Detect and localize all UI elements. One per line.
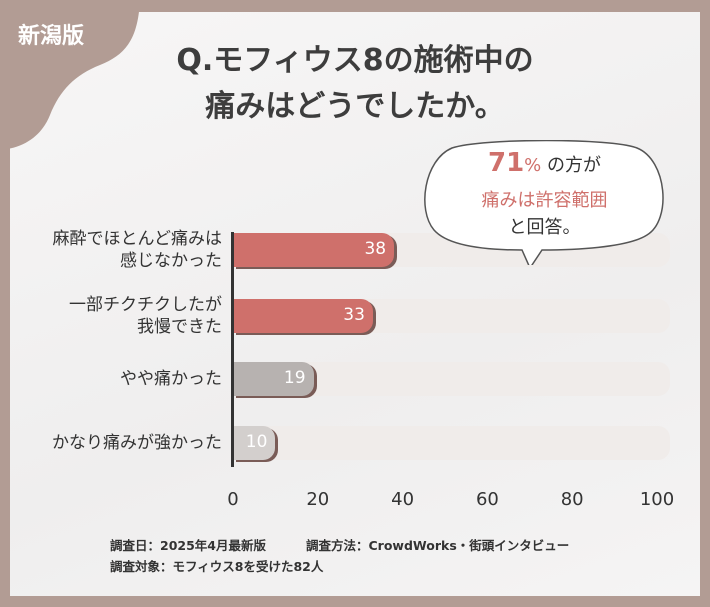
callout-percent: 71 — [487, 148, 525, 178]
callout-line-3: と回答。 — [508, 217, 581, 238]
x-tick-label: 40 — [391, 489, 415, 510]
callout-line-2: 痛みは許容範囲 — [481, 190, 608, 211]
y-axis-line — [231, 232, 234, 467]
category-label-line: かなり痛みが強かった — [52, 433, 222, 453]
title-line-1: Q.モフィウス8の施術中の — [176, 43, 534, 78]
footer-line-1: 調査日：2025年4月最新版 調査方法：CrowdWorks・街頭インタビュー — [110, 535, 569, 554]
bar-value-label: 33 — [343, 305, 365, 325]
region-tag: 新潟版 — [18, 24, 85, 49]
category-label-line: 一部チクチクしたが — [69, 295, 222, 315]
survey-target: 調査対象：モフィウス8を受けた82人 — [110, 559, 324, 574]
bar-value-label: 10 — [245, 432, 268, 452]
bar-value-label: 19 — [283, 368, 306, 388]
bar — [233, 426, 276, 460]
survey-method: 調査方法：CrowdWorks・街頭インタビュー — [306, 538, 570, 553]
x-tick-label: 80 — [560, 489, 584, 510]
title-line-2: 痛みはどうでしたか。 — [205, 89, 505, 124]
x-tick-label: 0 — [227, 489, 239, 510]
x-tick-label: 60 — [475, 489, 499, 510]
callout-percent-unit: % — [524, 155, 542, 176]
bar — [233, 233, 395, 267]
region-tag-shape — [0, 0, 140, 150]
category-label-line: やや痛かった — [120, 369, 222, 389]
survey-date: 調査日：2025年4月最新版 — [110, 538, 266, 553]
callout-text: の方が — [547, 155, 602, 176]
category-label-line: 我慢できた — [137, 317, 222, 337]
callout-line-1: 71% の方が — [422, 148, 667, 178]
bar — [233, 362, 314, 396]
category-label-line: 麻酔でほとんど痛みは — [52, 229, 223, 249]
bar-track — [233, 426, 670, 460]
bar — [233, 299, 373, 333]
x-tick-label: 20 — [306, 489, 330, 510]
chart-title: Q.モフィウス8の施術中の 痛みはどうでしたか。 — [0, 38, 710, 130]
bar-value-label: 38 — [364, 239, 387, 259]
category-label: やや痛かった — [120, 368, 222, 390]
category-label: 麻酔でほとんど痛みは 感じなかった — [53, 228, 223, 272]
category-label: かなり痛みが強かった — [52, 432, 222, 454]
speech-bubble — [424, 140, 664, 265]
x-tick-label: 100 — [639, 489, 675, 510]
category-label: 一部チクチクしたが 我慢できた — [69, 294, 222, 338]
category-label-line: 感じなかった — [120, 251, 222, 271]
